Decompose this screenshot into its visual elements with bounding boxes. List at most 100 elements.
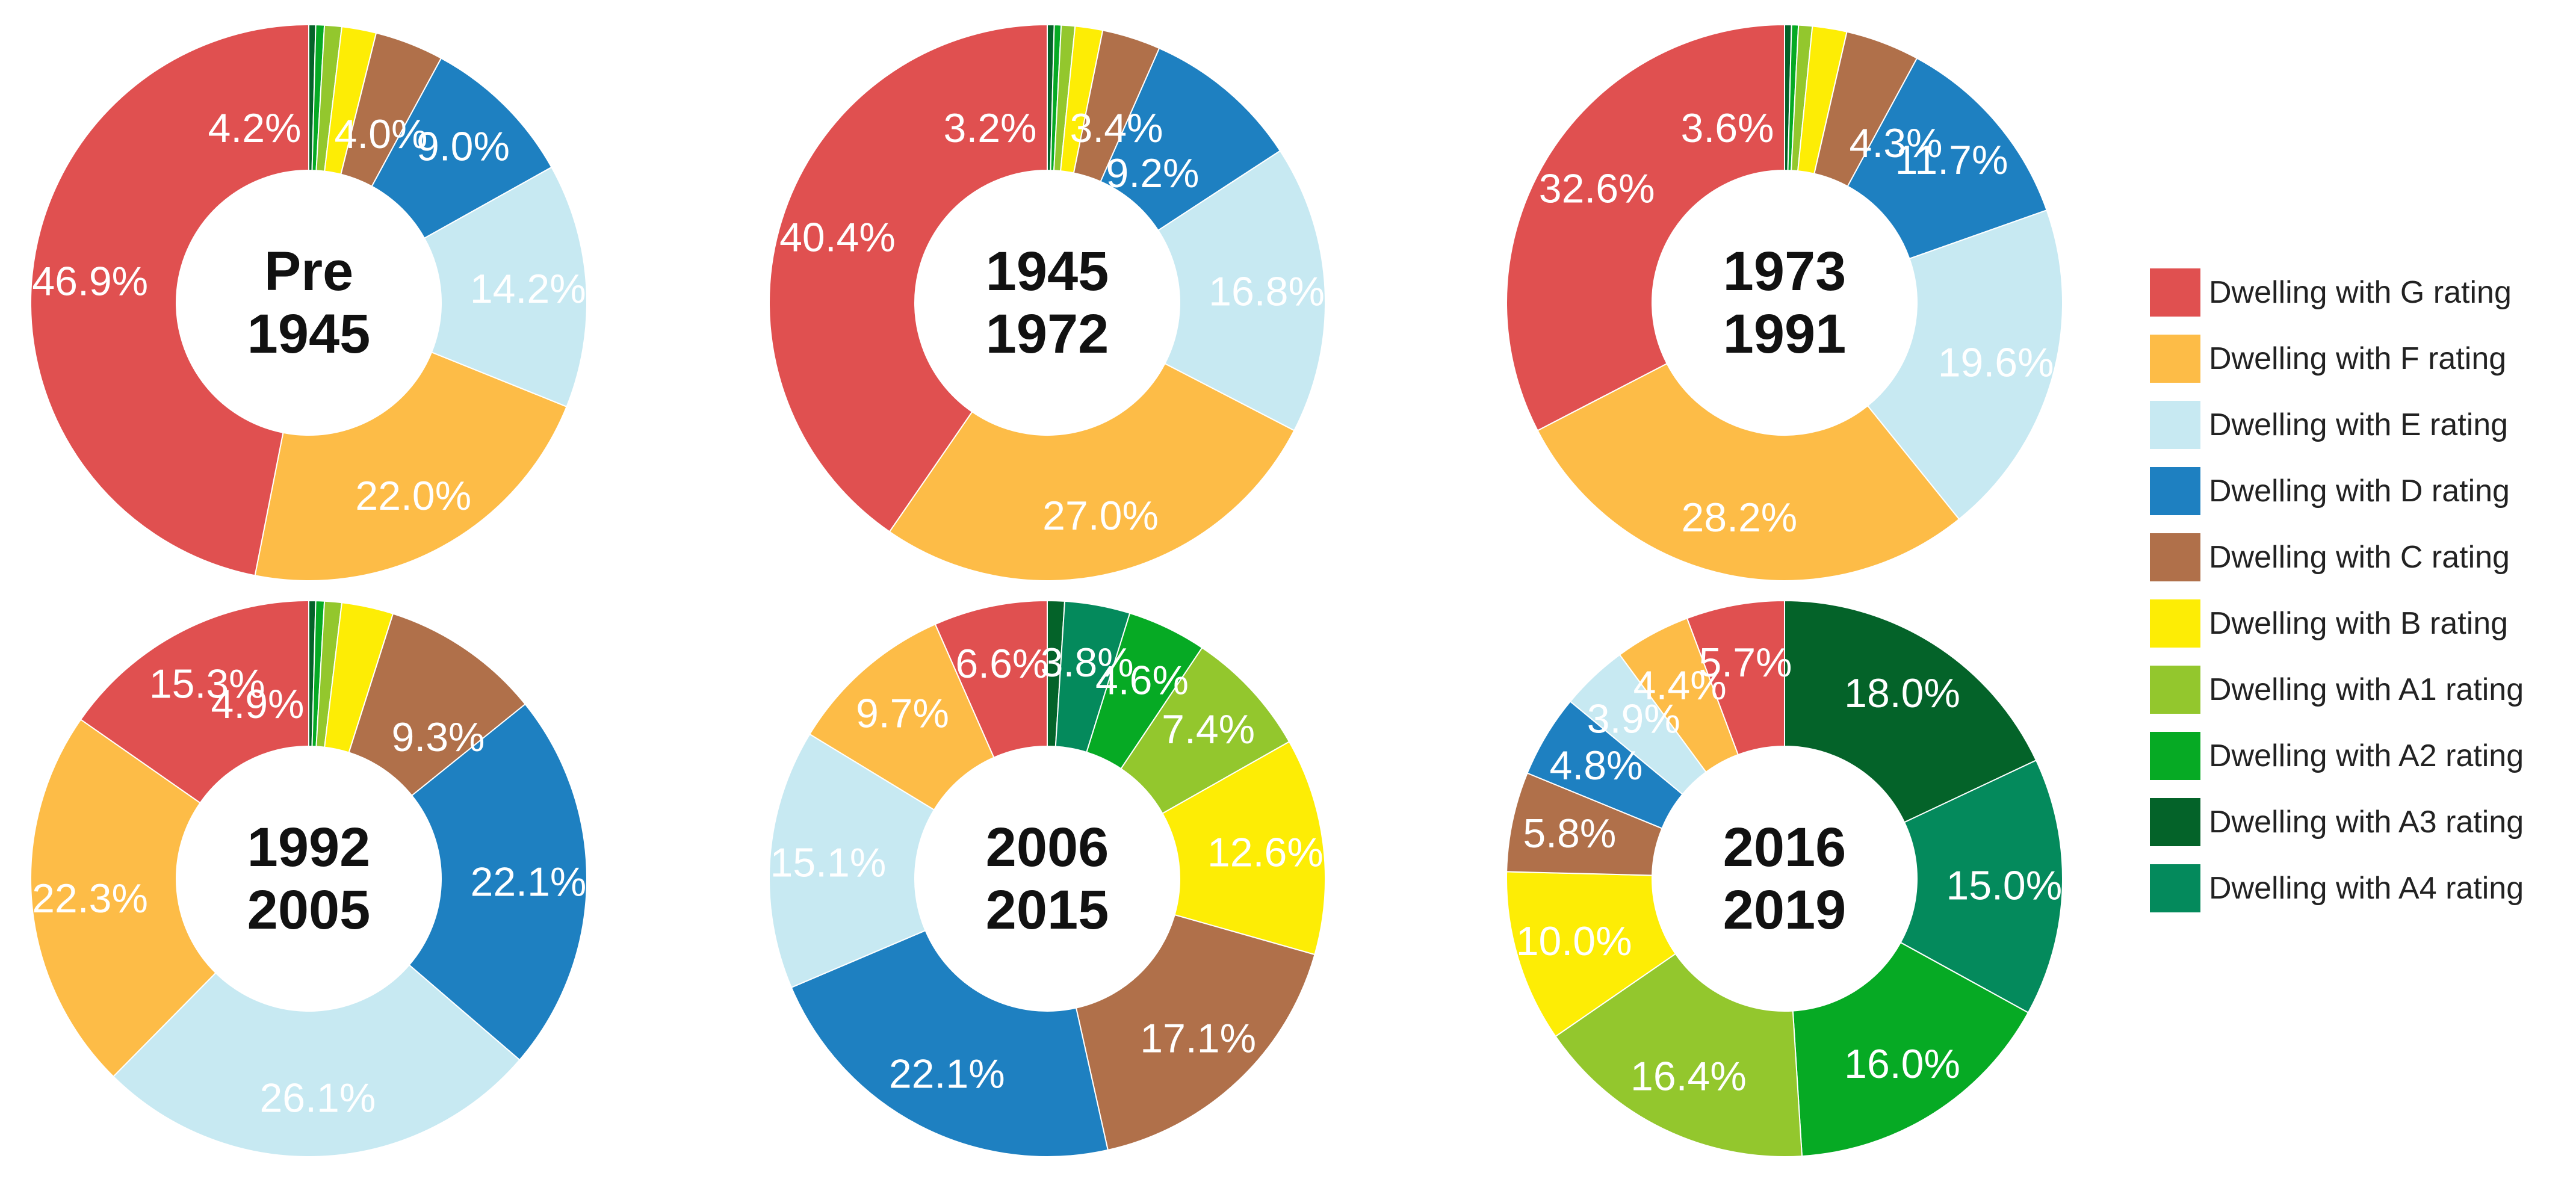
center-label-line2: 1991 [1723,303,1847,365]
slice-label-e: 3.9% [1587,696,1680,742]
slice-label-g: 32.6% [1539,166,1655,211]
slice-e [769,733,935,989]
slice-label-c: 3.4% [1070,105,1163,151]
slice-label-c: 17.1% [1140,1015,1256,1061]
slice-label-d: 9.2% [1106,150,1200,196]
legend-swatch-e [2150,401,2200,449]
legend-item-e: Dwelling with E rating [2150,401,2508,449]
slice-label-a1: 7.4% [1162,707,1255,752]
legend-label-a4: Dwelling with A4 rating [2209,871,2524,906]
slice-f [30,719,217,1078]
slice-label-a2: 4.6% [1095,658,1189,704]
slice-label-f: 22.3% [32,876,148,921]
legend-label-e: Dwelling with E rating [2209,407,2508,442]
legend-item-c: Dwelling with C rating [2150,533,2510,581]
slice-label-g: 46.9% [32,259,148,305]
donut-chart-5: 3.8%4.6%7.4% 12.6% 17.1% 22.1% 15.1% 9.7%6.6%… [769,599,1326,1157]
donut-chart-6: 18.0% 15.0% 16.0% 16.4% 10.0% 5.8% 4.8%3.9%4.4… [1506,599,2063,1157]
legend-item-f: Dwelling with F rating [2150,335,2506,383]
slice-e [1157,150,1326,432]
slice-label-d: 22.1% [889,1051,1005,1097]
center-label-line1: Pre [264,241,353,302]
legend-label-d: Dwelling with D rating [2209,474,2510,509]
center-label-line2: 2019 [1723,879,1847,941]
slice-label-c: 9.3% [392,714,485,760]
legend-swatch-f [2150,335,2200,383]
slice-label-f: 4.4% [1633,663,1727,708]
slice-label-c: 5.8% [1523,811,1616,856]
slice-d [1847,57,2048,260]
slice-g [769,23,1048,533]
slice-label-a1: 16.4% [1630,1053,1747,1099]
legend-swatch-d [2150,467,2200,515]
legend-label-f: Dwelling with F rating [2209,341,2506,376]
center-label-line2: 1972 [986,303,1109,365]
slice-g [934,599,1048,758]
legend-item-a4: Dwelling with A4 rating [2150,864,2524,912]
legend-item-a2: Dwelling with A2 rating [2150,732,2524,780]
slice-a4 [1899,759,2063,1013]
slice-label-d: 11.7% [1895,137,2008,183]
slice-e [423,166,587,408]
slice-g [79,599,309,804]
slice-e [112,964,521,1157]
slice-a1 [1555,953,1803,1157]
slice-d [790,929,1109,1157]
legend-label-a1: Dwelling with A1 rating [2209,672,2524,707]
slice-label-c: 4.0% [335,111,428,157]
slice-c [348,613,527,797]
legend-label-b: Dwelling with B rating [2209,606,2508,641]
slice-f [808,623,995,811]
slice-b [1162,740,1326,956]
center-label-line1: 1992 [247,817,371,878]
slice-label-e: 26.1% [259,1075,376,1121]
center-label-line2: 2005 [247,879,371,941]
legend-item-d: Dwelling with D rating [2150,467,2510,515]
legend-swatch-c [2150,533,2200,581]
slice-label-e: 19.6% [1938,340,2054,386]
center-label-line1: 1945 [986,241,1109,302]
slice-label-c: 4.3% [1850,120,1943,166]
slice-g [29,23,309,577]
slice-label-g: 6.6% [955,641,1048,687]
legend-swatch-b [2150,599,2200,648]
legend-item-a1: Dwelling with A1 rating [2150,666,2524,714]
slice-c [1075,914,1316,1151]
slice-label-d: 9.0% [416,123,510,169]
slice-label-other: 4.9% [211,681,305,727]
legend-swatch-a2 [2150,732,2200,780]
center-label-line1: 2016 [1723,817,1847,878]
slice-label-a3: 18.0% [1844,670,1960,716]
legend-swatch-a1 [2150,666,2200,714]
slice-a3 [1784,599,2037,823]
slice-g [1506,23,1785,432]
slice-f [254,351,568,581]
slice-label-a4: 15.0% [1946,862,2062,908]
legend-item-b: Dwelling with B rating [2150,599,2508,648]
legend-item-g: Dwelling with G rating [2150,268,2512,317]
slice-label-e: 15.1% [770,840,887,886]
legend-label-a2: Dwelling with A2 rating [2209,738,2524,773]
center-label-line2: 2015 [986,879,1109,941]
slice-label-other: 4.2% [208,105,302,151]
slice-label-a4: 3.8% [1041,640,1134,685]
slice-f [888,362,1295,581]
slice-label-other: 3.6% [1681,105,1774,151]
slice-label-f: 28.2% [1681,495,1797,540]
legend-label-c: Dwelling with C rating [2209,540,2510,575]
slice-e [1866,209,2063,521]
slice-label-other: 3.2% [944,105,1037,151]
slice-label-b: 12.6% [1207,830,1324,876]
slice-f [1537,362,1960,581]
slice-label-b: 10.0% [1516,918,1632,964]
slice-label-e: 16.8% [1209,269,1325,315]
slice-label-f: 9.7% [856,690,949,736]
legend-item-a3: Dwelling with A3 rating [2150,798,2524,846]
center-label-line1: 2006 [986,817,1109,878]
slice-label-f: 22.0% [355,473,471,519]
legend-label-g: Dwelling with G rating [2209,275,2512,310]
